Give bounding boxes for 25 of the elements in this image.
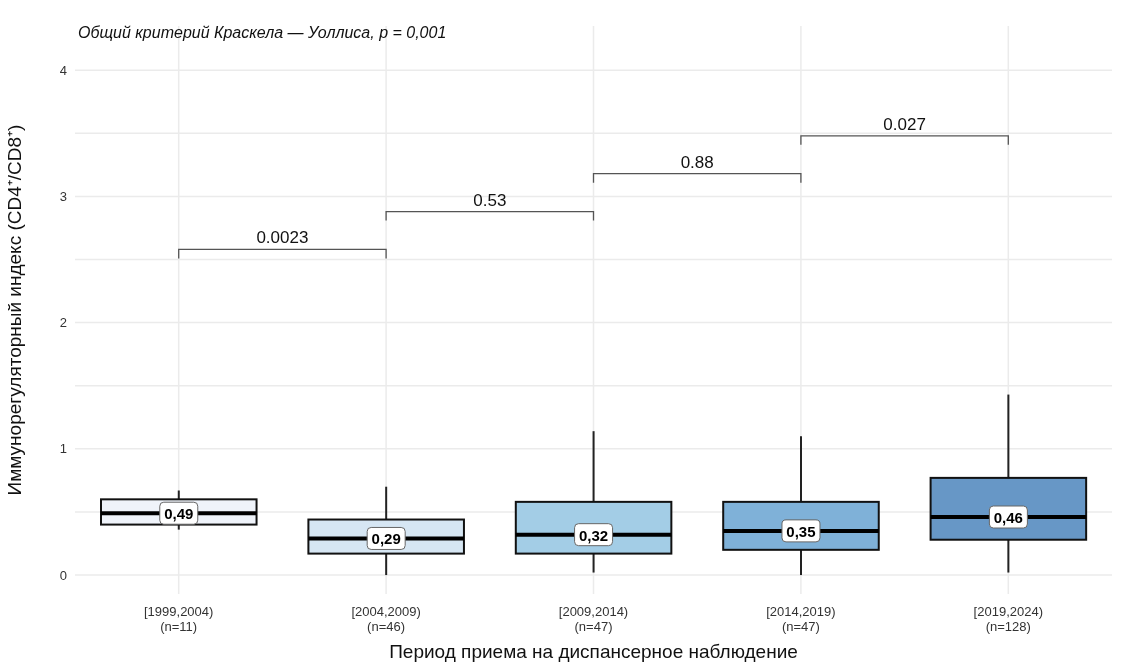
text: 0,46 xyxy=(993,509,1023,526)
text: 0,35 xyxy=(786,522,816,540)
x-tick-label: [2014,2019) (n=47) xyxy=(766,604,836,634)
significance-bracket: 0.027 xyxy=(800,114,1009,146)
x-tick-label: [1999,2004) (n=11) xyxy=(144,604,214,634)
annotation: 0.53 xyxy=(473,190,507,210)
annotation: 0.0023 xyxy=(256,228,309,248)
significance-bracket: 0.0023 xyxy=(178,228,387,260)
y-tick-label: 4 xyxy=(59,62,67,78)
significance-bracket: 0.53 xyxy=(385,190,595,222)
annotation: 0.027 xyxy=(883,114,926,134)
x-tick-label: [2019,2024) (n=128) xyxy=(973,604,1043,634)
text: 0,32 xyxy=(578,526,609,544)
y-tick-label: 3 xyxy=(59,189,67,205)
chart-title: Общий критерий Краскела — Уоллиса, p = 0,001 xyxy=(78,24,447,41)
x-axis-title: Период приема на диспансерное наблюдение xyxy=(389,641,798,662)
x-tick-label: [2004,2009) (n=46) xyxy=(351,604,421,634)
text: 0,49 xyxy=(164,505,194,523)
significance-bracket: 0.88 xyxy=(592,152,802,184)
x-tick-label: [2009,2014) (n=47) xyxy=(558,604,629,634)
y-tick-label: 2 xyxy=(59,315,67,331)
text: 0,29 xyxy=(371,530,401,548)
y-tick-label: 0 xyxy=(59,567,67,583)
annotation: 0.88 xyxy=(680,152,714,172)
y-tick-label: 1 xyxy=(59,441,67,457)
